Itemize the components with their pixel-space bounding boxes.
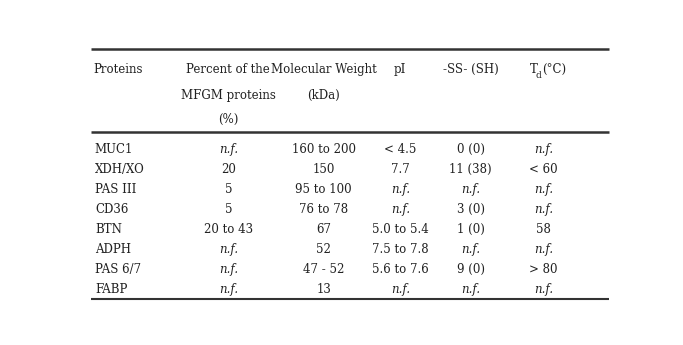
Text: (kDa): (kDa) (307, 89, 340, 102)
Text: n.f.: n.f. (533, 203, 553, 216)
Text: FABP: FABP (95, 283, 127, 296)
Text: CD36: CD36 (95, 203, 128, 216)
Text: > 80: > 80 (529, 263, 557, 276)
Text: 52: 52 (316, 243, 331, 256)
Text: PAS 6/7: PAS 6/7 (95, 263, 141, 276)
Text: n.f.: n.f. (391, 283, 410, 296)
Text: n.f.: n.f. (219, 263, 238, 276)
Text: 7.5 to 7.8: 7.5 to 7.8 (372, 243, 429, 256)
Text: n.f.: n.f. (219, 243, 238, 256)
Text: 67: 67 (316, 223, 331, 236)
Text: 20 to 43: 20 to 43 (204, 223, 253, 236)
Text: 11 (38): 11 (38) (449, 163, 492, 176)
Text: < 60: < 60 (529, 163, 557, 176)
Text: n.f.: n.f. (533, 243, 553, 256)
Text: n.f.: n.f. (461, 243, 480, 256)
Text: 1 (0): 1 (0) (457, 223, 485, 236)
Text: MUC1: MUC1 (95, 143, 133, 156)
Text: 20: 20 (221, 163, 236, 176)
Text: n.f.: n.f. (533, 143, 553, 156)
Text: 58: 58 (535, 223, 550, 236)
Text: 13: 13 (316, 283, 331, 296)
Text: 76 to 78: 76 to 78 (299, 203, 348, 216)
Text: Proteins: Proteins (94, 63, 143, 76)
Text: n.f.: n.f. (391, 183, 410, 196)
Text: 150: 150 (312, 163, 335, 176)
Text: Molecular Weight: Molecular Weight (270, 63, 376, 76)
Text: n.f.: n.f. (461, 183, 480, 196)
Text: 47 - 52: 47 - 52 (303, 263, 344, 276)
Text: < 4.5: < 4.5 (384, 143, 417, 156)
Text: n.f.: n.f. (391, 203, 410, 216)
Text: 3 (0): 3 (0) (457, 203, 485, 216)
Text: 5.6 to 7.6: 5.6 to 7.6 (372, 263, 429, 276)
Text: 7.7: 7.7 (391, 163, 410, 176)
Text: pI: pI (394, 63, 406, 76)
Text: 5: 5 (225, 203, 232, 216)
Text: (°C): (°C) (542, 63, 566, 76)
Text: ADPH: ADPH (95, 243, 131, 256)
Text: T: T (530, 63, 538, 76)
Text: MFGM proteins: MFGM proteins (181, 89, 276, 102)
Text: BTN: BTN (95, 223, 122, 236)
Text: 5.0 to 5.4: 5.0 to 5.4 (372, 223, 429, 236)
Text: Percent of the: Percent of the (186, 63, 270, 76)
Text: PAS III: PAS III (95, 183, 137, 196)
Text: 5: 5 (225, 183, 232, 196)
Text: n.f.: n.f. (219, 283, 238, 296)
Text: 0 (0): 0 (0) (457, 143, 485, 156)
Text: 9 (0): 9 (0) (457, 263, 485, 276)
Text: n.f.: n.f. (219, 143, 238, 156)
Text: -SS- (SH): -SS- (SH) (443, 63, 499, 76)
Text: XDH/XO: XDH/XO (95, 163, 145, 176)
Text: n.f.: n.f. (533, 183, 553, 196)
Text: d: d (536, 71, 542, 80)
Text: 95 to 100: 95 to 100 (295, 183, 352, 196)
Text: n.f.: n.f. (461, 283, 480, 296)
Text: 160 to 200: 160 to 200 (292, 143, 356, 156)
Text: (%): (%) (218, 113, 238, 126)
Text: n.f.: n.f. (533, 283, 553, 296)
